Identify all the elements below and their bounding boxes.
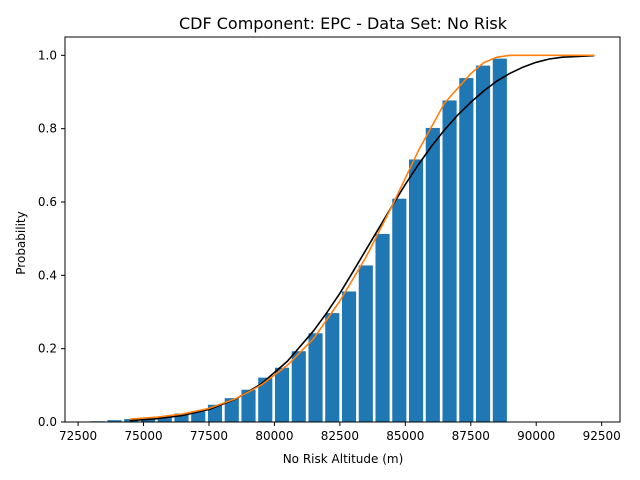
axes-group: 72500 75000 77500 80000 82500 85000 87500 90000… (38, 36, 621, 443)
cdf-bar (341, 291, 357, 422)
cdf-bar (476, 65, 491, 422)
cdf-bar (291, 351, 306, 422)
cdf-bar (442, 100, 457, 422)
y-tick-label: 0.4 (38, 268, 57, 282)
cdf-bar (157, 416, 172, 422)
cdf-bar (325, 313, 340, 422)
y-tick-label: 0.2 (38, 342, 57, 356)
cdf-bar (107, 420, 122, 422)
x-axis-label: No Risk Altitude (m) (283, 452, 404, 466)
x-tick-label: 92500 (583, 429, 621, 443)
x-tick-label: 85000 (386, 429, 424, 443)
cdf-bar (224, 398, 239, 422)
x-tick-label: 77500 (190, 429, 228, 443)
y-tick-label: 1.0 (38, 48, 57, 62)
cdf-bar (375, 233, 390, 422)
bars-group (90, 58, 507, 423)
cdf-bar (274, 367, 290, 422)
cdf-bar (492, 58, 507, 423)
cdf-line-2 (129, 54, 595, 420)
axes-frame (64, 36, 621, 423)
cdf-bar (191, 411, 206, 422)
y-tick-label: 0.8 (38, 122, 57, 136)
y-tick-label: 0.0 (38, 415, 57, 429)
cdf-bar (358, 265, 373, 422)
x-tick-label: 82500 (321, 429, 359, 443)
cdf-bar (425, 127, 440, 422)
x-tick-label: 80000 (255, 429, 293, 443)
chart-title: CDF Component: EPC - Data Set: No Risk (179, 14, 508, 33)
lines-group (129, 54, 595, 422)
x-tick-label: 87500 (452, 429, 490, 443)
cdf-bar (408, 159, 424, 422)
cdf-bar (308, 333, 323, 422)
y-tick-label: 0.6 (38, 195, 57, 209)
cdf-bar (241, 389, 256, 422)
cdf-bar (174, 413, 189, 422)
x-tick-label: 75000 (124, 429, 162, 443)
cdf-bar (459, 78, 474, 423)
y-axis-label: Probability (14, 211, 28, 274)
cdf-bar (258, 377, 273, 422)
cdf-bar (392, 198, 407, 422)
x-tick-label: 72500 (59, 429, 97, 443)
x-tick-label: 90000 (517, 429, 555, 443)
